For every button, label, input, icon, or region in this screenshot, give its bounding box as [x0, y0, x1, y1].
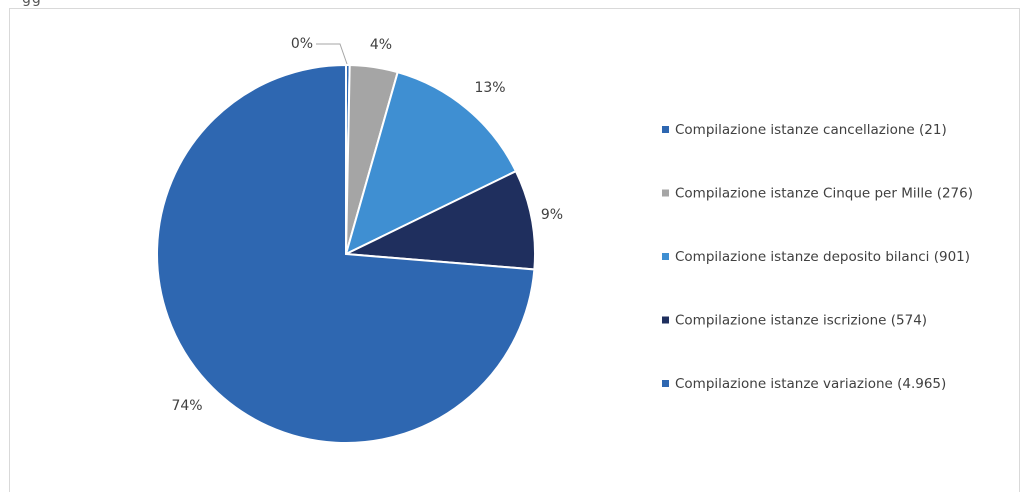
legend-swatch: [662, 126, 669, 133]
pie-slice: [344, 70, 518, 256]
chart-frame: [9, 8, 1020, 492]
pie-slices: [156, 63, 536, 444]
slice-percent-label: 9%: [541, 207, 563, 223]
legend-swatch: [662, 380, 669, 387]
slice-percent-label: 4%: [370, 37, 392, 53]
slice-percent-label: 0%: [291, 36, 313, 52]
slice-percent-label: 13%: [474, 80, 505, 96]
legend-label: Compilazione istanze iscrizione (574): [675, 313, 927, 329]
clipped-header-fragment: gg: [22, 0, 42, 7]
legend: Compilazione istanze cancellazione (21) C…: [662, 122, 973, 392]
slice-percent-label: 74%: [171, 398, 202, 414]
legend-label: Compilazione istanze cancellazione (21): [675, 122, 947, 138]
leader-line: [316, 43, 348, 65]
pie-slice: [342, 169, 536, 271]
pie-labels: 0% 4% 13% 9% 74%: [171, 36, 563, 414]
clipped-header-text: gg: [0, 0, 170, 9]
legend-label: Compilazione istanze Cinque per Mille (2…: [675, 186, 973, 202]
legend-swatch: [662, 253, 669, 260]
pie-slice: [156, 63, 536, 444]
legend-swatch: [662, 189, 669, 197]
legend-label: Compilazione istanze deposito bilanci (9…: [675, 249, 970, 265]
legend-label: Compilazione istanze variazione (4.965): [675, 376, 946, 392]
legend-swatch: [662, 316, 669, 324]
